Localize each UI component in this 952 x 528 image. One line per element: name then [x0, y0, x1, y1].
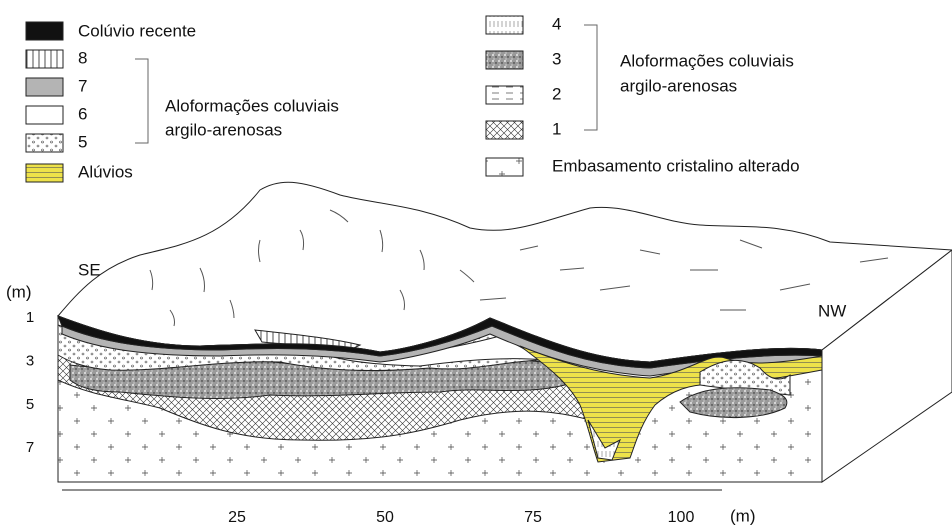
depth-tick-label: 1	[26, 309, 34, 326]
depth-tick-label: 7	[26, 439, 34, 456]
distance-tick-label: 75	[524, 509, 542, 526]
legend-label: Alúvios	[78, 162, 133, 181]
distance-tick-label: 25	[228, 509, 246, 526]
distance-tick-label: 100	[668, 509, 695, 526]
group-label: Aloformações coluviais	[620, 51, 794, 70]
legend-label: 8	[78, 48, 87, 67]
distance-axis-label: (m)	[730, 506, 755, 525]
depth-tick-label: 3	[26, 352, 34, 369]
page: {"legend_left": {"items": ["Colúvio rece…	[0, 0, 952, 528]
legend-label: Colúvio recente	[78, 21, 196, 40]
legend-label: 3	[552, 49, 561, 68]
legend-text: Colúvio recente 8 7 6 5 Alúvios Aloforma…	[78, 14, 800, 181]
group-label: argilo-arenosas	[620, 76, 737, 95]
depth-axis-label: (m)	[6, 282, 31, 301]
legend-label: 4	[552, 14, 561, 33]
group-label: argilo-arenosas	[165, 120, 282, 139]
legend-label: Embasamento cristalino alterado	[552, 156, 800, 175]
legend-label: 1	[552, 119, 561, 138]
legend-label: 7	[78, 76, 87, 95]
depth-tick-label: 5	[26, 396, 34, 413]
legend-label: 2	[552, 84, 561, 103]
block	[58, 182, 952, 482]
legend-label: 5	[78, 132, 87, 151]
block-diagram: Colúvio recente 8 7 6 5 Alúvios Aloforma…	[0, 0, 952, 528]
group-label: Aloformações coluviais	[165, 96, 339, 115]
end-label: SE	[78, 260, 101, 279]
distance-tick-label: 50	[376, 509, 394, 526]
end-label: NW	[818, 301, 846, 320]
legend-label: 6	[78, 104, 87, 123]
